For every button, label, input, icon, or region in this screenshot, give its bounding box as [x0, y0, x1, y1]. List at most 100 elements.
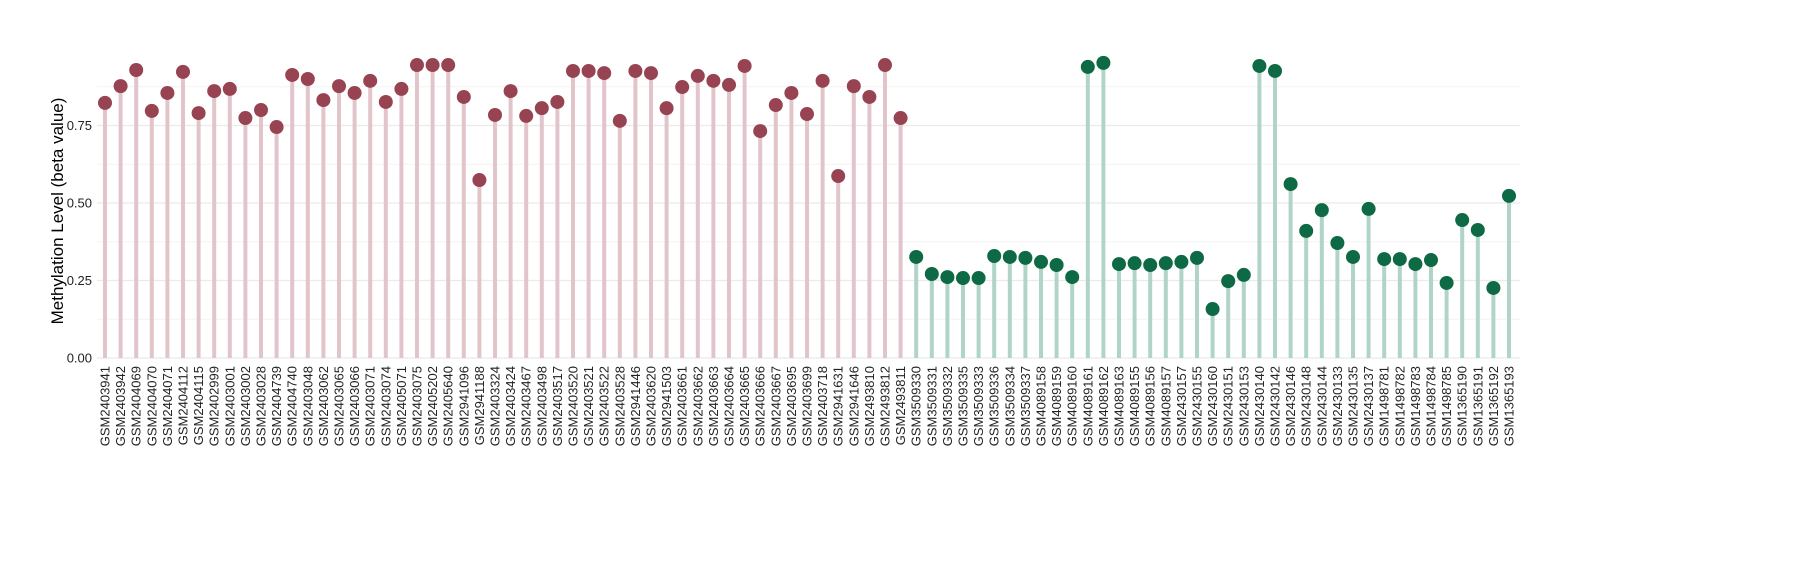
x-tick-label: GSM2403517 [550, 366, 565, 446]
x-tick-label: GSM2403498 [534, 366, 549, 446]
x-tick-label: GSM2403001 [222, 366, 237, 446]
x-tick-label: GSM2403942 [113, 366, 128, 446]
x-tick-label: GSM2404740 [285, 366, 300, 446]
x-tick-label: GSM2430135 [1346, 366, 1361, 446]
data-point [722, 77, 736, 92]
x-tick-label: GSM2941503 [659, 366, 674, 446]
x-tick-label: GSM3509331 [924, 366, 939, 446]
x-tick-label: GSM2403941 [98, 366, 113, 446]
data-point [784, 85, 799, 100]
x-tick-label: GSM2403663 [706, 366, 721, 446]
x-tick-label: GSM4089160 [1065, 366, 1080, 446]
data-point [1018, 250, 1033, 265]
x-tick-label: GSM2405071 [394, 366, 409, 446]
data-point [706, 73, 721, 88]
x-tick-label: GSM1498785 [1439, 366, 1454, 446]
data-point [1158, 256, 1173, 271]
data-point [1236, 267, 1251, 282]
x-tick-label: GSM2430146 [1283, 366, 1298, 446]
data-point [410, 58, 424, 73]
data-point [1143, 258, 1158, 272]
data-point [1096, 55, 1111, 70]
data-point [207, 84, 222, 99]
data-point [332, 79, 346, 94]
data-point [940, 270, 955, 285]
data-point [1221, 274, 1236, 289]
data-point [612, 113, 627, 128]
data-point [987, 249, 1002, 264]
x-tick-label: GSM2403718 [815, 366, 830, 446]
data-point [1283, 177, 1298, 192]
data-point [909, 249, 924, 264]
data-point [878, 58, 892, 73]
x-tick-label: GSM2403666 [753, 366, 768, 446]
x-tick-label: GSM2941631 [831, 366, 846, 446]
data-point [191, 106, 206, 121]
data-point [1174, 254, 1189, 269]
data-point [800, 107, 814, 122]
data-point [519, 108, 534, 123]
x-tick-label: GSM2430157 [1174, 366, 1189, 446]
x-tick-label: GSM3509335 [956, 366, 971, 446]
data-point [285, 67, 300, 82]
data-point [768, 98, 783, 113]
data-point [893, 111, 908, 126]
data-point [659, 101, 674, 116]
data-point [300, 72, 315, 86]
data-point [1455, 213, 1470, 228]
x-tick-label: GSM2403665 [737, 366, 752, 446]
data-point [971, 271, 986, 286]
data-point [394, 81, 409, 96]
x-tick-label: GSM2405202 [425, 366, 440, 446]
x-tick-label: GSM2403066 [347, 366, 362, 446]
x-tick-label: GSM2403664 [722, 366, 737, 446]
data-point [98, 95, 112, 110]
x-tick-label: GSM2430142 [1268, 366, 1283, 446]
x-tick-label: GSM2403075 [410, 366, 425, 446]
x-tick-label: GSM2403071 [363, 366, 378, 446]
y-tick-label: 0.75 [67, 118, 92, 133]
data-point [1408, 257, 1423, 272]
data-point [363, 73, 378, 88]
data-point [534, 101, 549, 116]
data-point [472, 173, 487, 188]
x-tick-label: GSM2403048 [300, 366, 315, 446]
x-axis-labels: GSM2403941 GSM2403942 GSM2404069 GSM2404070… [98, 366, 1517, 446]
x-tick-label: GSM2403522 [597, 366, 612, 446]
x-tick-label: GSM2403065 [332, 366, 347, 446]
data-point [628, 63, 643, 78]
y-axis-label: Methylation Level (beta value) [48, 98, 67, 325]
x-tick-label: GSM2403324 [488, 366, 503, 446]
data-point [488, 107, 502, 122]
data-point [1205, 302, 1220, 317]
data-point [644, 66, 658, 81]
data-point [1268, 63, 1282, 78]
x-tick-label: GSM3509334 [1002, 366, 1017, 446]
x-tick-label: GSM2430140 [1252, 366, 1267, 446]
x-tick-label: GSM2493811 [893, 366, 908, 445]
x-tick-label: GSM4089159 [1049, 366, 1064, 446]
data-point [846, 79, 861, 94]
data-point [1361, 201, 1376, 216]
x-tick-label: GSM4089156 [1143, 366, 1158, 446]
x-tick-label: GSM3509333 [971, 366, 986, 446]
x-tick-label: GSM2404739 [269, 366, 284, 446]
x-tick-label: GSM2403521 [581, 366, 596, 446]
data-point [347, 85, 362, 100]
data-point [1424, 253, 1438, 268]
x-tick-label: GSM3509336 [987, 366, 1002, 446]
data-point [1502, 188, 1516, 203]
x-tick-label: GSM1365192 [1486, 366, 1501, 446]
x-tick-label: GSM2403028 [254, 366, 269, 446]
x-tick-label: GSM2403699 [800, 366, 815, 446]
data-point [1252, 58, 1267, 73]
data-point [1346, 249, 1360, 264]
data-point [581, 63, 596, 78]
x-tick-label: GSM4089161 [1080, 366, 1095, 446]
y-tick-label: 0.25 [67, 273, 92, 288]
data-point [566, 63, 580, 78]
data-point [831, 169, 846, 184]
x-tick-label: GSM2403074 [378, 366, 393, 446]
data-point [924, 266, 939, 281]
